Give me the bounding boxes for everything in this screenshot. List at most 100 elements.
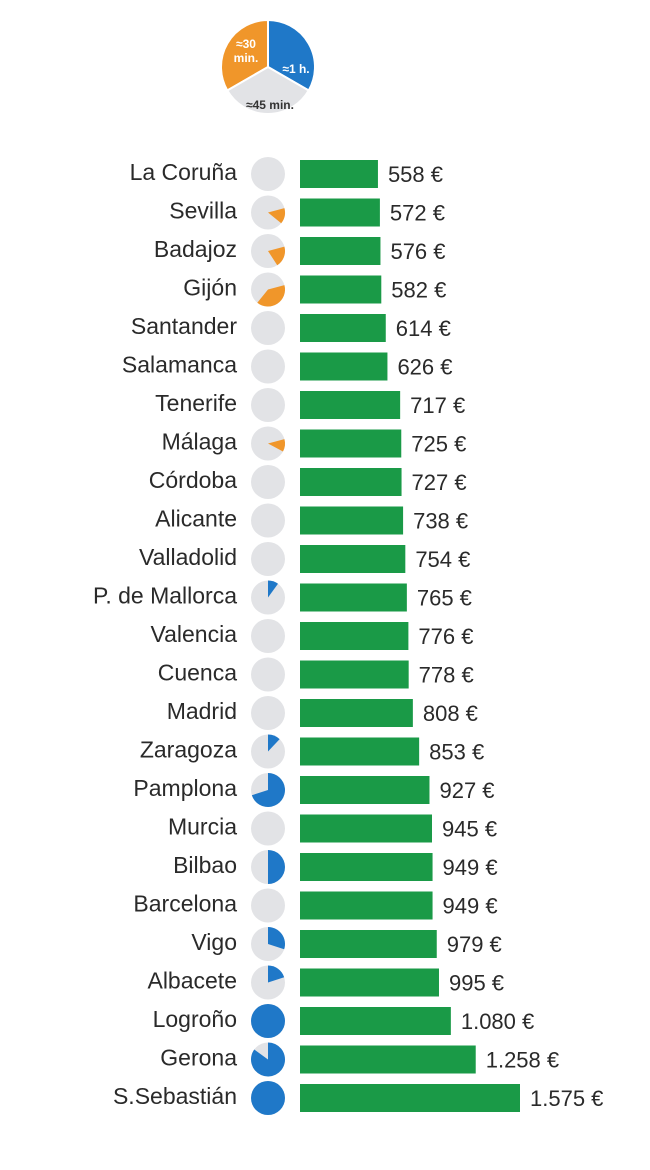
price-bar xyxy=(300,468,402,496)
city-label: Salamanca xyxy=(122,352,237,378)
city-label: P. de Mallorca xyxy=(93,583,237,609)
price-bar xyxy=(300,352,388,381)
pie-icon-slice xyxy=(268,208,286,224)
price-value-label: 1.258 € xyxy=(486,1047,559,1072)
price-bar xyxy=(300,1084,520,1112)
price-value-label: 582 € xyxy=(391,277,446,302)
city-label: Zaragoza xyxy=(140,737,237,763)
pie-icon-bg xyxy=(251,157,285,191)
city-label: Albacete xyxy=(147,968,237,994)
price-bar xyxy=(300,275,382,304)
pie-icon-slice xyxy=(257,285,286,307)
price-value-label: 776 € xyxy=(418,624,473,649)
price-bar xyxy=(300,314,386,342)
price-value-label: 995 € xyxy=(449,970,504,995)
city-label: Barcelona xyxy=(133,891,237,917)
pie-icon-bg xyxy=(251,465,285,499)
price-bar xyxy=(300,622,409,650)
city-label: Santander xyxy=(131,313,237,339)
city-label: S.Sebastián xyxy=(113,1083,237,1109)
price-value-label: 626 € xyxy=(397,354,452,379)
price-value-label: 576 € xyxy=(390,239,445,264)
legend-slice-2 xyxy=(225,65,311,115)
pie-icon-slice xyxy=(268,246,286,266)
price-bar xyxy=(300,429,402,458)
pie-icon-slice xyxy=(251,773,285,807)
price-bar xyxy=(300,699,413,727)
pie-icon-slice xyxy=(268,734,280,752)
price-value-label: 754 € xyxy=(415,547,470,572)
city-label: Vigo xyxy=(191,929,237,955)
city-label: Tenerife xyxy=(155,390,237,416)
price-bar xyxy=(300,1007,451,1035)
price-bar xyxy=(300,968,439,997)
pie-icon-bg xyxy=(251,888,285,923)
pie-icon-slice xyxy=(268,965,285,983)
price-value-label: 778 € xyxy=(419,662,474,687)
city-label: Málaga xyxy=(162,429,238,455)
city-label: Córdoba xyxy=(149,467,237,493)
price-bar xyxy=(300,1045,476,1074)
price-value-label: 1.575 € xyxy=(530,1086,603,1111)
legend-label-1: ≈1 h. xyxy=(282,62,309,76)
price-bar xyxy=(300,660,409,689)
city-label: Cuenca xyxy=(158,660,237,686)
price-bar xyxy=(300,237,381,265)
price-bar xyxy=(300,737,420,766)
city-label: Gerona xyxy=(160,1045,237,1071)
price-value-label: 979 € xyxy=(447,932,502,957)
pie-icon-slice xyxy=(268,927,285,950)
legend-label-2: ≈45 min. xyxy=(246,98,294,112)
price-bar xyxy=(300,853,433,881)
city-label: Madrid xyxy=(167,698,237,724)
city-label: Murcia xyxy=(168,814,237,840)
pie-icon-slice xyxy=(251,1081,285,1115)
pie-icon-slice xyxy=(251,1004,285,1038)
price-value-label: 808 € xyxy=(423,701,478,726)
pie-icon-bg xyxy=(251,311,285,345)
pie-icon-slice xyxy=(268,850,285,884)
price-bar xyxy=(300,160,378,188)
price-bar xyxy=(300,891,433,920)
price-bar xyxy=(300,198,380,227)
pie-icon-bg xyxy=(251,388,285,422)
price-bar xyxy=(300,583,407,612)
price-bar xyxy=(300,506,404,535)
legend-label-0: ≈30 min. xyxy=(234,37,259,65)
price-value-label: 725 € xyxy=(411,431,466,456)
price-value-label: 927 € xyxy=(439,778,494,803)
price-bar xyxy=(300,776,430,804)
price-value-label: 727 € xyxy=(412,470,467,495)
pie-icon-bg xyxy=(251,657,285,692)
price-bar xyxy=(300,814,432,843)
city-label: Bilbao xyxy=(173,852,237,878)
price-value-label: 558 € xyxy=(388,162,443,187)
pie-icon-bg xyxy=(251,619,285,653)
price-value-label: 765 € xyxy=(417,585,472,610)
price-value-label: 945 € xyxy=(442,816,497,841)
price-value-label: 614 € xyxy=(396,316,451,341)
price-value-label: 717 € xyxy=(410,393,465,418)
city-label: Alicante xyxy=(155,506,237,532)
city-label: Logroño xyxy=(153,1006,237,1032)
city-label: Badajoz xyxy=(154,236,237,262)
price-value-label: 949 € xyxy=(443,855,498,880)
chart-rows: La Coruña 558 € Sevilla 572 € Badajoz 576 € Gi… xyxy=(93,157,603,1115)
price-value-label: 738 € xyxy=(413,508,468,533)
city-label: Valencia xyxy=(150,621,237,647)
pie-icon-bg xyxy=(251,503,285,538)
price-bar xyxy=(300,930,437,958)
city-label: Gijón xyxy=(183,275,237,301)
city-label: Valladolid xyxy=(139,544,237,570)
city-label: La Coruña xyxy=(130,159,238,185)
pie-icon-slice xyxy=(251,1042,286,1077)
price-value-label: 1.080 € xyxy=(461,1009,534,1034)
pie-icon-bg xyxy=(251,811,285,846)
price-bar xyxy=(300,391,401,419)
pie-icon-bg xyxy=(251,349,285,384)
pie-icon-slice xyxy=(268,580,278,598)
price-value-label: 949 € xyxy=(443,893,498,918)
pie-icon-bg xyxy=(251,542,285,576)
price-value-label: 853 € xyxy=(429,739,484,764)
